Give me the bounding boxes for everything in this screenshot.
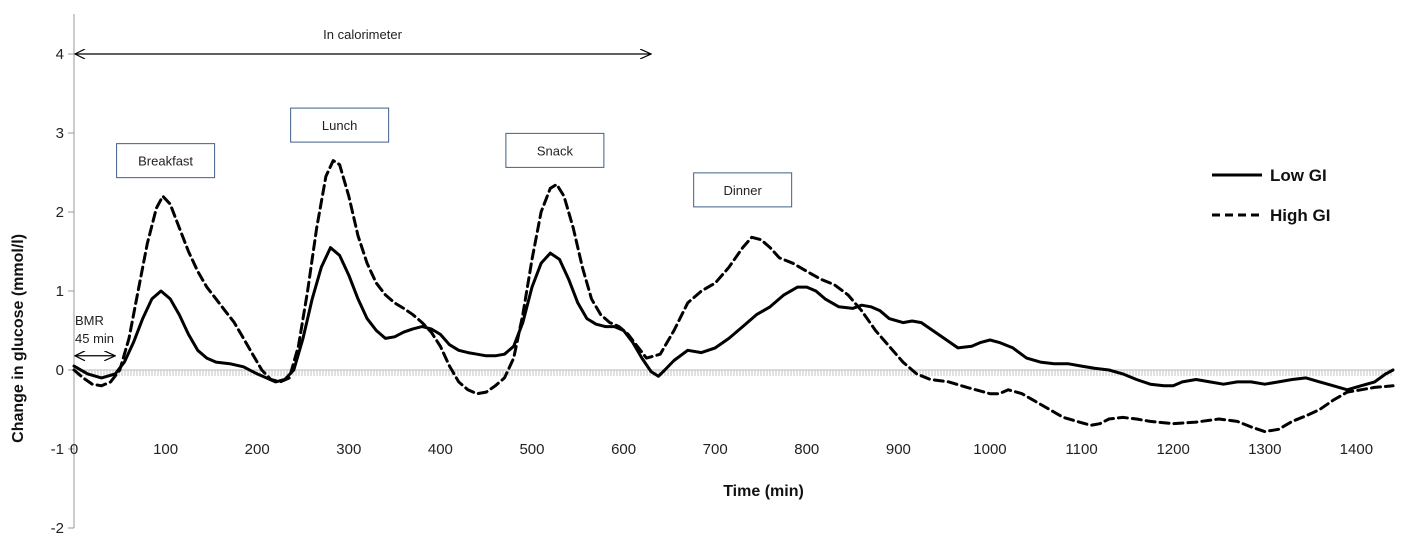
x-tick-label: 300 <box>336 441 361 458</box>
series-line-high-gi <box>72 159 1395 434</box>
y-tick-label: 0 <box>56 362 64 379</box>
x-tick-label: 100 <box>153 441 178 458</box>
bmr-label: BMR <box>75 313 104 328</box>
calorimeter-label: In calorimeter <box>323 27 402 42</box>
series-line-low-gi <box>72 246 1395 392</box>
legend-label-low-gi: Low GI <box>1270 166 1327 185</box>
meal-box <box>116 143 216 179</box>
y-axis-title: Change in glucose (mmol/l) <box>10 234 27 443</box>
meal-box <box>505 132 605 168</box>
y-tick-label: 4 <box>56 46 64 63</box>
x-tick-label: 1300 <box>1248 441 1281 458</box>
x-tick-label: 200 <box>245 441 270 458</box>
x-axis-title: Time (min) <box>723 483 804 500</box>
x-tick-label: 1100 <box>1065 441 1097 458</box>
x-tick-label: 400 <box>428 441 453 458</box>
x-tick-label: 1200 <box>1156 441 1189 458</box>
series-group <box>72 159 1395 434</box>
x-tick-label: 900 <box>886 441 911 458</box>
meal-label: Lunch <box>322 118 357 133</box>
x-tick-label: 0 <box>70 441 78 458</box>
x-tick-label: 600 <box>611 441 636 458</box>
y-tick-label: 1 <box>56 283 64 300</box>
gridlines <box>73 369 1393 376</box>
axes: -2 -1 0 1 2 3 4 0 100 200 300 400 500 600 700 800 900 100… <box>51 14 1373 536</box>
legend-label-high-gi: High GI <box>1270 206 1330 225</box>
legend: Low GI High GI <box>1212 166 1330 225</box>
x-tick-label: 1000 <box>973 441 1006 458</box>
x-tick-label: 500 <box>519 441 544 458</box>
x-tick-label: 800 <box>794 441 819 458</box>
bmr-duration-label: 45 min <box>75 331 114 346</box>
meal-box <box>290 107 390 143</box>
x-tick-label: 700 <box>703 441 728 458</box>
meal-label: Breakfast <box>138 154 193 169</box>
y-tick-label: -1 <box>51 441 64 458</box>
meal-box <box>693 172 793 208</box>
y-tick-label: -2 <box>51 520 64 536</box>
x-tick-label: 1400 <box>1340 441 1373 458</box>
annotations: In calorimeter BMR 45 min Breakfast Lunch Sna… <box>75 27 793 356</box>
y-tick-label: 3 <box>56 125 64 142</box>
y-tick-label: 2 <box>56 204 64 221</box>
meal-label: Snack <box>537 143 574 158</box>
meal-label: Dinner <box>724 183 763 198</box>
